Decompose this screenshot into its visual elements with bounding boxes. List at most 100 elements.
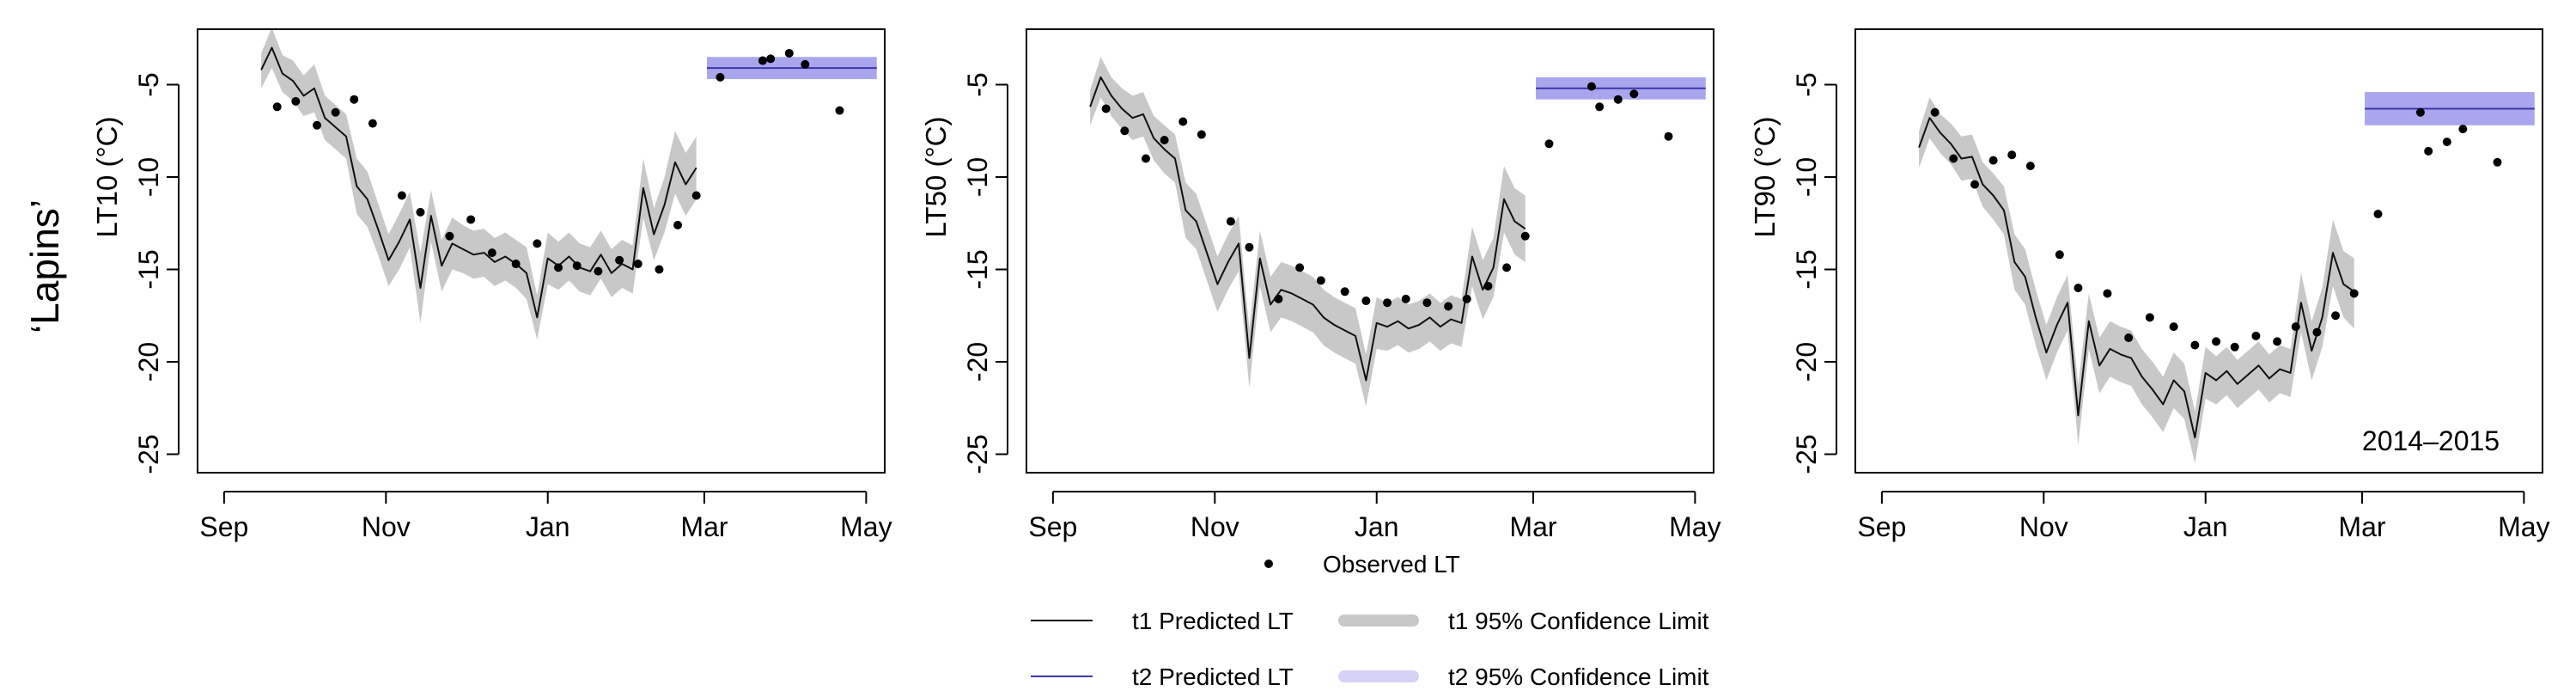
lt90-observed-point [2291,322,2300,332]
lt50-observed-point [1444,302,1453,311]
lt10-observed-point [572,261,582,271]
chart-panel-lt90: Sep Nov Jan Mar May -5 -10 -15 -20 -25 LT90 (°C) [1749,28,2550,542]
lt50-observed-point [1274,294,1283,303]
lt90-observed-point [2312,327,2322,337]
lt10-x-tick-label: Jan [526,511,570,542]
lt50-x-tick-label: Mar [1509,511,1556,542]
lt90-observed-point [2124,333,2134,343]
lt90-x-tick-label: Jan [2183,511,2228,542]
lt10-observed-point [615,255,624,265]
lt90-observed-point [2190,340,2200,350]
lt50-observed-point [1178,117,1188,126]
lt50-observed-point [1197,130,1206,139]
lt10-observed-point [716,72,725,82]
lt90-observed-point [1949,154,1958,163]
lt90-plot-frame [1854,28,2543,474]
lt50-observed-point [1595,102,1605,112]
lt10-observed-point [633,260,642,269]
lt90-observed-point [2055,250,2064,260]
lt10-observed-point [766,54,776,64]
lt90-y-tick-label: -15 [1791,249,1822,289]
lt90-observed-point [2103,289,2112,298]
lt10-observed-point [487,248,496,258]
lt10-observed-point [655,265,664,274]
lt10-observed-point [416,207,425,217]
lt50-observed-point [1544,139,1554,149]
lt10-observed-point [368,119,377,128]
lt90-observed-point [1930,107,1940,117]
lt90-y-tick-label: -25 [1791,434,1822,474]
lt90-observed-point [2331,311,2341,321]
lt90-y-tick-label: -20 [1791,342,1822,382]
lt50-observed-point [1340,287,1349,297]
legend-observed-label: Observed LT [1323,551,1460,578]
lt10-observed-point [291,96,301,106]
lt90-plot-area [1918,92,2535,464]
lt10-y-tick-label: -15 [133,249,164,289]
lt10-observed-point [554,263,563,272]
lt90-observed-point [2074,284,2083,292]
lt10-plot-frame [197,28,886,474]
lt10-y-tick-label: -25 [133,434,164,474]
lt50-observed-point [1383,298,1392,308]
lt90-observed-point [2424,146,2433,156]
lt10-observed-point [691,191,701,200]
lt10-x-tick-label: Sep [199,511,248,542]
legend-t2-line-label: t2 Predicted LT [1132,663,1294,690]
lt90-observed-point [2230,342,2239,352]
lt10-observed-point [466,215,476,224]
lt90-observed-point [1988,156,1998,165]
lt10-observed-point [397,191,406,200]
lt10-x-tick-label: Mar [680,511,728,542]
lt90-observed-point [2007,150,2017,160]
lt10-observed-point [673,220,683,229]
lt10-observed-point [511,260,521,269]
lt90-t1-predicted-line [1918,117,2355,439]
legend-observed-marker [1264,559,1273,568]
lt10-observed-point [445,231,454,241]
lt50-observed-point [1401,294,1410,303]
lt10-x-tick-label: Nov [362,511,411,542]
lt50-observed-point [1245,242,1254,252]
lt50-observed-point [1502,263,1512,272]
lt50-observed-point [1120,126,1130,136]
chart-panel-lt50: Sep Nov Jan Mar May -5 -10 -15 -20 -25 LT50 (°C) [920,28,1721,542]
lt50-observed-point [1295,263,1305,272]
lt10-observed-point [758,56,767,65]
lt90-observed-point [2145,313,2154,322]
lt50-x-tick-label: Sep [1028,511,1077,542]
lt50-observed-point [1361,297,1371,306]
lt90-observed-point [2212,337,2221,346]
lt10-observed-point [312,120,321,130]
lt10-observed-point [350,95,359,104]
lt50-observed-point [1586,82,1596,91]
lt10-observed-point [594,266,603,276]
lt90-observed-point [2251,331,2261,340]
lt50-x-tick-label: Jan [1355,511,1399,542]
lt10-x-tick-label: May [840,511,892,542]
legend-t1-band-label: t1 95% Confidence Limit [1448,608,1709,634]
lt10-t1-confidence-band [261,29,697,340]
lt90-t1-confidence-band [1919,97,2354,464]
season-label: 2014–2015 [2362,425,2500,456]
lt50-observed-point [1160,136,1169,144]
lt10-observed-point [784,48,794,58]
lt50-x-tick-label: Nov [1191,511,1239,542]
lt10-observed-point [835,106,844,115]
lt50-observed-point [1422,298,1432,308]
lt10-observed-point [533,239,542,248]
chart-panel-lt10: Sep Nov Jan Mar May -5 -10 -15 -20 -25 LT10 (°C) [91,28,892,542]
lt90-observed-point [2273,337,2282,346]
lt90-x-tick-label: Sep [1857,511,1906,542]
lt90-x-tick-label: Mar [2338,511,2385,542]
lt50-observed-point [1316,276,1325,285]
lt90-x-tick-label: Nov [2019,511,2068,542]
lt50-y-axis-title: LT50 (°C) [920,117,952,238]
lt50-observed-point [1226,217,1235,226]
lt10-observed-point [331,107,340,117]
lt10-t1-predicted-line [260,46,697,319]
lt50-observed-point [1141,154,1150,163]
lt50-plot-area [1089,57,1706,407]
lt90-observed-point [2025,162,2035,171]
